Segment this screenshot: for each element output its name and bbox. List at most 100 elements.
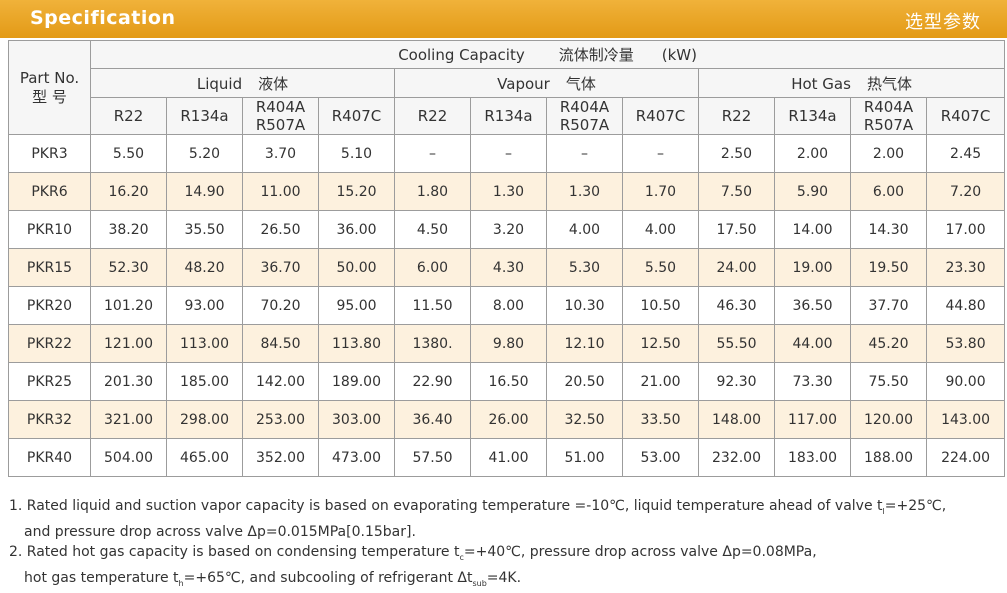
capacity-cell: 143.00 <box>925 400 1006 439</box>
group-label-cn: 液体 <box>258 74 289 93</box>
capacity-cell: 1.70 <box>622 172 699 211</box>
capacity-cell: 20.50 <box>546 362 623 401</box>
table-row: PKR6 16.20 14.90 11.00 15.20 1.80 1.30 1.30 1.70… <box>8 172 1006 211</box>
table-body: PKR3 5.50 5.20 3.70 5.10– – – –2.50 2.00 2.00 2.45… <box>8 134 1006 477</box>
capacity-cell: 17.50 <box>698 210 775 249</box>
capacity-cell: 36.70 <box>242 248 319 287</box>
capacity-cell: 465.00 <box>166 438 243 477</box>
refrigerant-label: R507A <box>559 116 610 134</box>
capacity-cell: 11.00 <box>242 172 319 211</box>
capacity-cell: 92.30 <box>698 362 775 401</box>
capacity-cell: 93.00 <box>166 286 243 325</box>
table-row: PKR20 101.20 93.00 70.20 95.00 11.50 8.00 10.30… <box>8 286 1006 325</box>
capacity-cell: 6.00 <box>850 172 927 211</box>
refrigerant-label: R404A <box>559 98 610 116</box>
note-2-cont: hot gas temperature th=+65℃, and subcool… <box>9 568 1005 593</box>
refrigerant-header: R134a <box>774 97 851 135</box>
note-subscript: l <box>882 506 885 516</box>
capacity-cell: 3.70 <box>242 134 319 173</box>
capacity-cell: 5.10 <box>318 134 395 173</box>
refrigerant-header: R22 <box>394 97 471 135</box>
capacity-cell: 36.50 <box>774 286 851 325</box>
note-1-cont: and pressure drop across valve Δp=0.015M… <box>9 522 1005 542</box>
capacity-cell: 232.00 <box>698 438 775 477</box>
capacity-cell: 2.00 <box>774 134 851 173</box>
capacity-cell: 4.30 <box>470 248 547 287</box>
refrigerant-header: R134a <box>166 97 243 135</box>
capacity-cell: 5.30 <box>546 248 623 287</box>
refrigerant-header: R404A R507A <box>242 97 319 135</box>
capacity-cell: 53.00 <box>622 438 699 477</box>
notes: 1. Rated liquid and suction vapor capaci… <box>9 496 1005 593</box>
capacity-cell: 1380. <box>394 324 471 363</box>
capacity-cell: 14.90 <box>166 172 243 211</box>
page-title-cn: 选型参数 <box>905 12 981 33</box>
note-text: =+25℃, <box>884 498 947 514</box>
capacity-cell: 70.20 <box>242 286 319 325</box>
capacity-cell: 44.80 <box>925 286 1006 325</box>
capacity-cell: 4.50 <box>394 210 471 249</box>
capacity-cell: 148.00 <box>698 400 775 439</box>
table-row: PKR40 504.00 465.00 352.00 473.00 57.50 41.00 5… <box>8 438 1006 477</box>
table-row: PKR10 38.20 35.50 26.50 36.00 4.50 3.20 4.00 4.0… <box>8 210 1006 249</box>
capacity-cell: 17.00 <box>925 210 1006 249</box>
capacity-cell: 101.20 <box>90 286 167 325</box>
group-label-cn: 气体 <box>565 74 596 93</box>
capacity-cell: 10.30 <box>546 286 623 325</box>
table-row: PKR15 52.30 48.20 36.70 50.00 6.00 4.30 5.30 5.5… <box>8 248 1006 287</box>
capacity-cell: – <box>470 134 547 173</box>
note-text: and pressure drop across valve Δp=0.015M… <box>24 523 416 540</box>
capacity-cell: 188.00 <box>850 438 927 477</box>
table-row: PKR3 5.50 5.20 3.70 5.10– – – –2.50 2.00 2.00 2.45 <box>8 134 1006 173</box>
group-label: Liquid <box>196 74 243 93</box>
capacity-cell: 12.10 <box>546 324 623 363</box>
part-no-label-cn: 型 号 <box>32 87 67 106</box>
part-number-cell: PKR3 <box>8 134 91 173</box>
capacity-cell: 24.00 <box>698 248 775 287</box>
group-label: Hot Gas <box>791 74 851 93</box>
capacity-cell: 8.00 <box>470 286 547 325</box>
part-number-cell: PKR40 <box>8 438 91 477</box>
capacity-cell: 84.50 <box>242 324 319 363</box>
capacity-cell: 48.20 <box>166 248 243 287</box>
capacity-cell: 46.30 <box>698 286 775 325</box>
note-text: =+40℃, pressure drop across valve Δp=0.0… <box>463 543 817 560</box>
capacity-cell: 120.00 <box>850 400 927 439</box>
refrigerant-label: R507A <box>255 116 306 134</box>
capacity-cell: 224.00 <box>925 438 1006 477</box>
note-text: =+65℃, and subcooling of refrigerant Δt <box>183 569 473 586</box>
capacity-cell: 16.50 <box>470 362 547 401</box>
table-row: PKR22 121.00 113.00 84.50 113.80 1380. 9.80 12.… <box>8 324 1006 363</box>
capacity-cell: 95.00 <box>318 286 395 325</box>
capacity-cell: 504.00 <box>90 438 167 477</box>
capacity-cell: 189.00 <box>318 362 395 401</box>
capacity-cell: 183.00 <box>774 438 851 477</box>
group-header-vapour: Vapour 气体 <box>394 68 699 98</box>
capacity-cell: 26.50 <box>242 210 319 249</box>
note-2: 2. Rated hot gas capacity is based on co… <box>9 542 1005 568</box>
note-text: 1. Rated liquid and suction vapor capaci… <box>9 498 883 514</box>
capacity-cell: – <box>546 134 623 173</box>
capacity-cell: 1.30 <box>470 172 547 211</box>
capacity-cell: 55.50 <box>698 324 775 363</box>
capacity-cell: 44.00 <box>774 324 851 363</box>
capacity-cell: 36.40 <box>394 400 471 439</box>
note-text: hot gas temperature t <box>24 569 179 586</box>
part-no-label: Part No. <box>19 68 80 87</box>
capacity-cell: 16.20 <box>90 172 167 211</box>
capacity-cell: 10.50 <box>622 286 699 325</box>
capacity-cell: 32.50 <box>546 400 623 439</box>
capacity-cell: 5.20 <box>166 134 243 173</box>
capacity-header: Cooling Capacity 流体制冷量 (kW) <box>89 40 1006 69</box>
header-banner: Specification 选型参数 <box>0 0 1007 38</box>
note-1: 1. Rated liquid and suction vapor capaci… <box>9 496 1005 522</box>
part-number-cell: PKR32 <box>8 400 91 439</box>
refrigerant-header: R407C <box>925 97 1006 135</box>
capacity-cell: 5.90 <box>774 172 851 211</box>
capacity-cell: 5.50 <box>622 248 699 287</box>
capacity-cell: 113.00 <box>166 324 243 363</box>
capacity-cell: 4.00 <box>546 210 623 249</box>
refrigerant-header: R134a <box>470 97 547 135</box>
capacity-cell: 121.00 <box>90 324 167 363</box>
capacity-cell: 2.45 <box>925 134 1006 173</box>
